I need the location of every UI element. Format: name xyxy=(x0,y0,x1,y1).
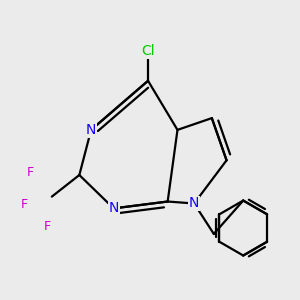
Text: F: F xyxy=(44,220,50,232)
Text: N: N xyxy=(189,196,200,211)
Text: Cl: Cl xyxy=(141,44,155,58)
Text: N: N xyxy=(86,123,96,137)
Text: N: N xyxy=(109,201,119,215)
Text: F: F xyxy=(27,166,34,178)
Text: F: F xyxy=(21,198,28,211)
